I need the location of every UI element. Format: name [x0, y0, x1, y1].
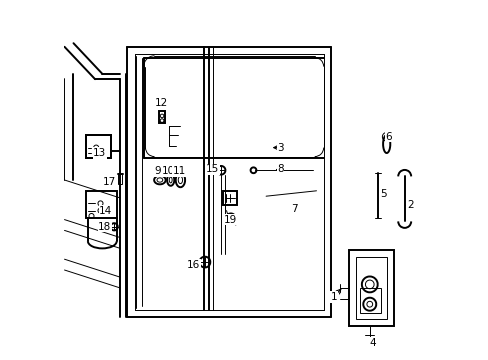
Text: 9: 9	[154, 166, 161, 176]
Bar	[355, 257, 386, 319]
Text: 1: 1	[330, 292, 336, 302]
Text: 19: 19	[223, 215, 236, 225]
Text: 17: 17	[103, 177, 116, 187]
Bar	[118, 174, 122, 184]
Text: 11: 11	[172, 166, 185, 176]
Text: 13: 13	[93, 148, 106, 158]
Text: 12: 12	[155, 98, 168, 108]
Text: 5: 5	[379, 189, 386, 199]
Text: 6: 6	[385, 132, 391, 142]
Text: 7: 7	[290, 204, 297, 214]
Text: 10: 10	[162, 166, 174, 176]
Bar	[159, 111, 165, 123]
Bar	[86, 135, 111, 158]
Text: 4: 4	[368, 338, 375, 348]
Bar	[86, 191, 117, 218]
Bar	[223, 191, 237, 205]
Text: 3: 3	[277, 143, 283, 153]
Text: 18: 18	[98, 222, 111, 232]
Bar	[348, 250, 393, 326]
Text: 15: 15	[206, 164, 219, 174]
Text: 16: 16	[186, 260, 200, 270]
Text: 8: 8	[277, 164, 283, 174]
Bar	[359, 288, 381, 313]
Text: 14: 14	[99, 206, 112, 216]
Text: 2: 2	[406, 200, 412, 210]
